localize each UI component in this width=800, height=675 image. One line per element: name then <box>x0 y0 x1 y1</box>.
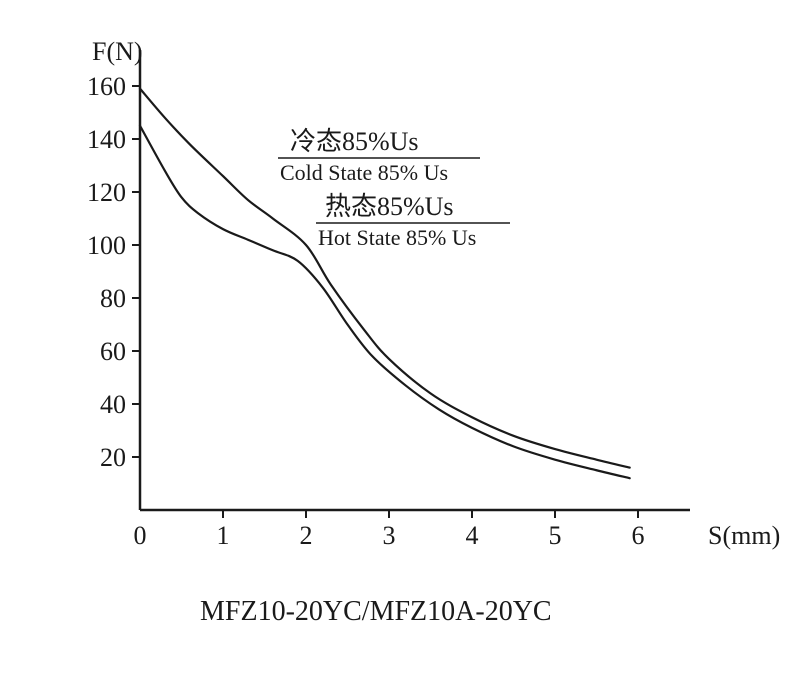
y-tick-label: 100 <box>87 231 126 260</box>
x-tick-label: 6 <box>632 521 645 550</box>
y-tick-label: 140 <box>87 125 126 154</box>
x-tick-label: 0 <box>134 521 147 550</box>
label-hot-cn: 热态85%Us <box>325 192 454 221</box>
label-hot-en: Hot State 85% Us <box>318 225 476 250</box>
y-tick-label: 60 <box>100 337 126 366</box>
y-tick-label: 160 <box>87 72 126 101</box>
y-tick-label: 40 <box>100 390 126 419</box>
y-axis-label: F(N) <box>92 37 143 66</box>
label-cold-cn: 冷态85%Us <box>290 127 419 156</box>
x-axis-label: S(mm) <box>708 521 780 550</box>
x-tick-label: 3 <box>383 521 396 550</box>
y-tick-label: 20 <box>100 443 126 472</box>
force-stroke-chart: 20 40 60 80 100 120 140 160 0 1 2 3 4 5 6 F(N) S(mm) 冷态85… <box>0 0 800 675</box>
label-cold-en: Cold State 85% Us <box>280 160 448 185</box>
x-tick-label: 1 <box>217 521 230 550</box>
y-tick-label: 120 <box>87 178 126 207</box>
chart-caption: MFZ10-20YC/MFZ10A-20YC <box>200 596 552 627</box>
chart-container: 20 40 60 80 100 120 140 160 0 1 2 3 4 5 6 F(N) S(mm) 冷态85… <box>0 0 800 675</box>
y-tick-label: 80 <box>100 284 126 313</box>
x-tick-label: 5 <box>549 521 562 550</box>
x-tick-label: 2 <box>300 521 313 550</box>
x-tick-label: 4 <box>466 521 479 550</box>
